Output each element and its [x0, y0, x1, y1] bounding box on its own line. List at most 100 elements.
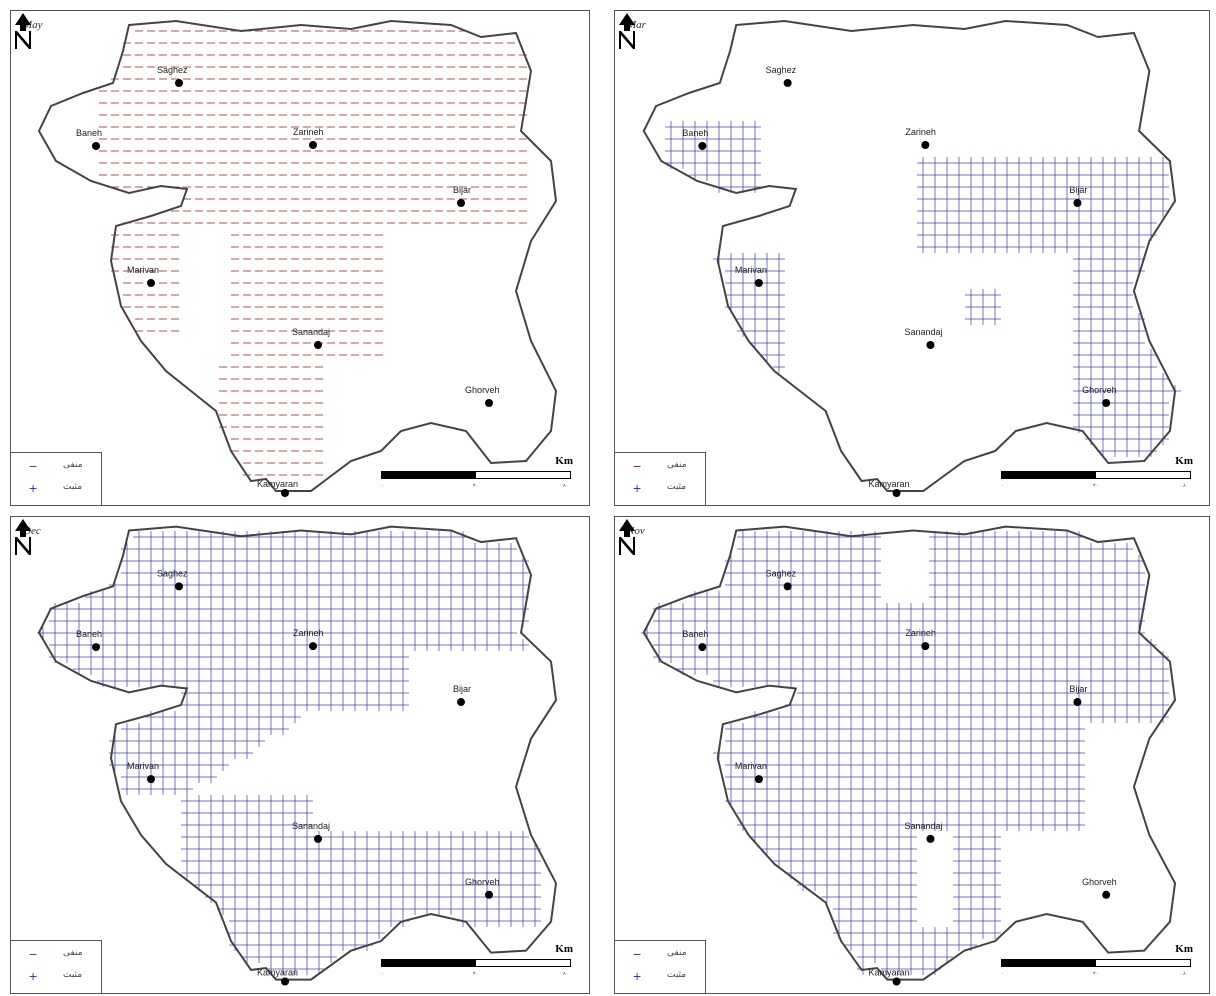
city-marker — [698, 142, 707, 150]
scale-bar: Km ۰ ۴۰ ۸۰ — [1001, 455, 1193, 491]
city-marker — [175, 79, 183, 87]
city-label-baneh: Baneh — [76, 629, 102, 639]
city-marker — [147, 775, 155, 784]
city-marker — [457, 698, 465, 707]
map-canvas-nov: Saghez Baneh Zarineh Bijar Marivan Sanandaj Gh… — [641, 525, 1177, 986]
legend-label-positive: مثبت — [63, 970, 83, 980]
city-label-saghez: Saghez — [766, 65, 797, 75]
hatch-pattern-negative — [99, 30, 527, 476]
province-boundary — [642, 525, 1177, 981]
city-marker — [926, 341, 935, 349]
city-marker — [309, 141, 317, 149]
scale-tick: ۸۰ — [1183, 483, 1189, 489]
scale-tick: ۴۰ — [1093, 971, 1099, 977]
map-canvas-dec: Saghez Baneh Zarineh Bijar Marivan Sanandaj Gh… — [37, 525, 558, 986]
city-label-marivan: Marivan — [127, 761, 159, 771]
city-label-bijar: Bijar — [1069, 185, 1087, 195]
city-label-saghez: Saghez — [766, 568, 797, 578]
city-label-bijar: Bijar — [453, 684, 471, 694]
legend-item-negative: − منفی — [19, 457, 99, 477]
legend-symbol-positive: + — [29, 968, 38, 984]
city-marker — [309, 642, 317, 651]
city-label-marivan: Marivan — [127, 265, 159, 275]
city-label-kamyaran: Kamyaran — [869, 968, 910, 978]
north-arrow-icon — [619, 519, 635, 555]
city-label-zarineh: Zarineh — [293, 127, 324, 137]
scale-tick: ۸۰ — [563, 483, 569, 489]
hatch-pattern-positive — [641, 531, 1169, 975]
map-panel-dec: Saghez Baneh Zarineh Bijar Marivan Sanandaj Gh… — [10, 516, 590, 994]
city-marker — [926, 834, 935, 843]
city-label-zarineh: Zarineh — [905, 127, 936, 137]
city-marker — [485, 399, 493, 407]
city-label-kamyaran: Kamyaran — [257, 479, 298, 489]
city-label-zarineh: Zarineh — [293, 628, 324, 638]
province-boundary — [37, 19, 558, 492]
city-marker — [314, 341, 322, 349]
city-marker — [314, 834, 322, 843]
scale-tick: ۰ — [1001, 483, 1004, 489]
north-arrow-icon — [15, 519, 31, 555]
city-marker — [783, 582, 792, 591]
scale-unit: Km — [555, 455, 573, 467]
city-marker — [1073, 199, 1082, 207]
legend-label-negative: منفی — [63, 460, 83, 470]
legend-label-positive: مثبت — [667, 970, 687, 980]
city-label-baneh: Baneh — [76, 128, 102, 138]
scale-tick: ۰ — [381, 971, 384, 977]
scale-bar: Km ۰ ۴۰ ۸۰ — [1001, 943, 1193, 979]
city-label-bijar: Bijar — [1069, 684, 1087, 694]
city-label-ghorveh: Ghorveh — [465, 385, 500, 395]
city-marker — [1073, 698, 1082, 707]
north-arrow-icon — [15, 13, 31, 49]
city-marker — [281, 489, 289, 497]
city-marker — [754, 775, 763, 784]
city-label-saghez: Saghez — [157, 65, 188, 75]
scale-tick: ۴۰ — [473, 971, 479, 977]
legend-item-positive: + مثبت — [623, 479, 703, 499]
city-marker — [1102, 890, 1111, 899]
scale-unit: Km — [555, 943, 573, 955]
scale-tick: ۴۰ — [1093, 483, 1099, 489]
city-marker — [92, 643, 100, 652]
map-panel-mar: Saghez Baneh Zarineh Bijar Marivan Sanandaj Gh… — [614, 10, 1210, 506]
legend-symbol-negative: − — [633, 946, 642, 962]
city-label-ghorveh: Ghorveh — [1082, 877, 1117, 887]
city-label-sanandaj: Sanandaj — [292, 821, 330, 831]
city-marker — [147, 279, 155, 287]
city-marker — [921, 642, 930, 651]
city-label-ghorveh: Ghorveh — [1082, 385, 1117, 395]
city-label-sanandaj: Sanandaj — [904, 821, 942, 831]
legend-symbol-positive: + — [633, 968, 642, 984]
scale-bar-graphic — [1001, 959, 1191, 967]
city-marker — [783, 79, 792, 87]
scale-unit: Km — [1175, 455, 1193, 467]
city-marker — [892, 489, 901, 497]
province-boundary — [642, 19, 1177, 492]
legend-item-negative: − منفی — [623, 945, 703, 965]
city-label-kamyaran: Kamyaran — [257, 968, 298, 978]
city-label-marivan: Marivan — [735, 265, 767, 275]
map-canvas-may: Saghez Baneh Zarineh Bijar Marivan Sanandaj Gh… — [37, 19, 558, 497]
legend-label-negative: منفی — [667, 460, 687, 470]
legend-item-positive: + مثبت — [19, 479, 99, 499]
city-label-sanandaj: Sanandaj — [292, 327, 330, 337]
city-label-bijar: Bijar — [453, 185, 471, 195]
legend: − منفی + مثبت — [615, 452, 706, 505]
city-label-baneh: Baneh — [682, 629, 708, 639]
legend-item-positive: + مثبت — [19, 967, 99, 987]
legend-label-positive: مثبت — [63, 482, 83, 492]
city-label-marivan: Marivan — [735, 761, 767, 771]
city-label-kamyaran: Kamyaran — [869, 479, 910, 489]
scale-tick: ۴۰ — [473, 483, 479, 489]
scale-tick: ۰ — [1001, 971, 1004, 977]
legend-label-positive: مثبت — [667, 482, 687, 492]
scale-tick: ۰ — [381, 483, 384, 489]
city-marker — [281, 977, 289, 986]
scale-bar-graphic — [1001, 471, 1191, 479]
legend-item-positive: + مثبت — [623, 967, 703, 987]
city-marker — [754, 279, 763, 287]
north-arrow-icon — [619, 13, 635, 49]
legend: − منفی + مثبت — [615, 940, 706, 993]
city-marker — [921, 141, 930, 149]
